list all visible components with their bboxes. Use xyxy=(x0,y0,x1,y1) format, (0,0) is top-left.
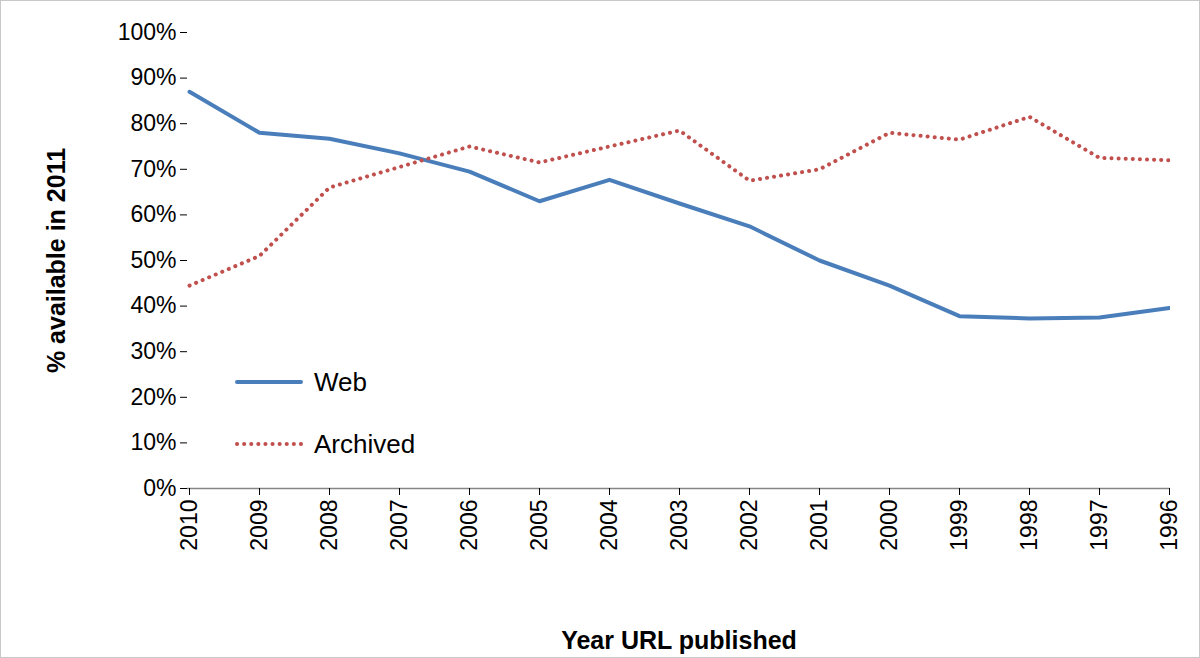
svg-text:70%: 70% xyxy=(130,156,176,182)
svg-text:2000: 2000 xyxy=(876,500,902,551)
svg-text:2002: 2002 xyxy=(736,500,762,551)
svg-text:80%: 80% xyxy=(130,110,176,136)
svg-text:% available in 2011: % available in 2011 xyxy=(42,148,70,373)
svg-text:2004: 2004 xyxy=(596,499,622,550)
svg-text:2003: 2003 xyxy=(666,500,692,551)
svg-text:2006: 2006 xyxy=(456,500,482,551)
svg-text:2007: 2007 xyxy=(386,500,412,551)
html-text:Archived: Archived xyxy=(314,428,416,459)
svg-text:0%: 0% xyxy=(143,475,176,501)
svg-text:1999: 1999 xyxy=(946,500,972,551)
svg-text:30%: 30% xyxy=(130,338,176,364)
svg-text:100%: 100% xyxy=(118,19,177,45)
svg-text:20%: 20% xyxy=(130,384,176,410)
svg-text:Year URL published: Year URL published xyxy=(561,626,797,654)
svg-text:2001: 2001 xyxy=(806,500,832,551)
svg-text:60%: 60% xyxy=(130,201,176,227)
svg-text:1998: 1998 xyxy=(1016,500,1042,551)
svg-text:1997: 1997 xyxy=(1086,500,1112,551)
svg-text:90%: 90% xyxy=(130,64,176,90)
svg-text:40%: 40% xyxy=(130,292,176,318)
svg-text:2009: 2009 xyxy=(246,500,272,551)
svg-text:2008: 2008 xyxy=(316,500,342,551)
svg-text:50%: 50% xyxy=(130,247,176,273)
svg-text:10%: 10% xyxy=(130,429,176,455)
svg-text:2005: 2005 xyxy=(526,500,552,551)
svg-text:1996: 1996 xyxy=(1156,500,1182,551)
html-text:Web: Web xyxy=(314,366,367,397)
svg-text:2010: 2010 xyxy=(176,500,202,551)
